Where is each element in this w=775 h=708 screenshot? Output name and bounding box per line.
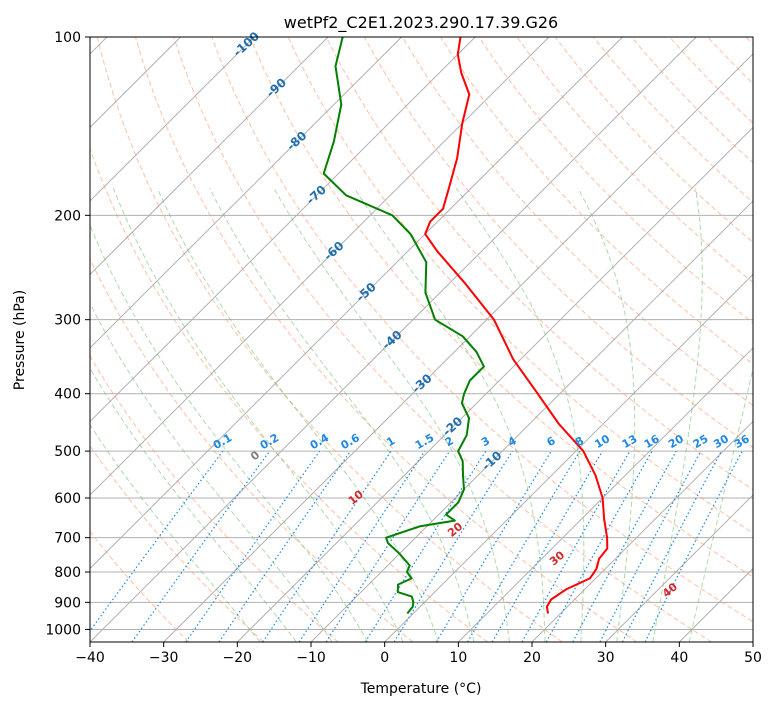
chart-title: wetPf2_C2E1.2023.290.17.39.G26	[284, 13, 558, 33]
y-axis-label: Pressure (hPa)	[12, 290, 28, 390]
mixing-ratio-line	[131, 450, 271, 642]
mixing-ratio-line	[325, 450, 451, 642]
mixing-ratio-line	[218, 450, 351, 642]
dry-adiabat-line	[90, 444, 264, 642]
x-tick-label: 0	[380, 650, 389, 666]
x-tick-label: 10	[449, 650, 467, 666]
y-tick-label: 100	[54, 30, 81, 46]
mixing-ratio-line	[393, 450, 513, 642]
mixing-ratio-line	[572, 450, 677, 642]
isotherm-line	[531, 420, 753, 642]
dry-adiabat-line	[173, 37, 712, 642]
dry-adiabat-line	[287, 37, 753, 534]
dry-adiabat-line	[90, 355, 339, 642]
dry-adiabat-line	[211, 37, 753, 623]
moist-adiabat-line	[652, 188, 703, 642]
x-tick-label: 40	[670, 650, 688, 666]
moist-adiabat-line	[209, 187, 475, 642]
moist-adiabat-line	[156, 187, 439, 642]
isotherm-line	[90, 37, 255, 202]
isotherm-line	[384, 273, 753, 642]
moist-adiabat-line	[455, 187, 585, 642]
temperature-trace	[424, 37, 609, 614]
x-tick-label: 20	[523, 650, 541, 666]
x-axis-label: Temperature (°C)	[360, 681, 482, 697]
isotherm-line	[90, 37, 550, 496]
mixing-ratio-line	[466, 450, 581, 642]
y-tick-label: 400	[54, 387, 81, 403]
dry-adiabat-line	[554, 37, 753, 243]
x-tick-label: −40	[75, 650, 105, 666]
moist-adiabat-line	[90, 367, 297, 642]
moist-adiabat-line	[353, 187, 546, 642]
y-tick-label: 600	[54, 491, 81, 507]
moist-adiabat-line	[112, 188, 404, 642]
isotherm-line	[90, 37, 623, 570]
dry-adiabat-line	[631, 37, 753, 164]
y-tick-label: 300	[54, 313, 81, 329]
dry-adiabat-line	[96, 37, 563, 642]
dry-adiabat-line	[516, 37, 753, 284]
x-tick-label: 50	[744, 650, 762, 666]
moist-adiabat-line	[90, 223, 369, 642]
dry-adiabat-line	[90, 258, 414, 642]
plot-background	[90, 37, 753, 642]
x-tick-label: −10	[296, 650, 326, 666]
mixing-ratio-line	[545, 450, 653, 642]
moist-adiabat-line	[90, 423, 261, 642]
dewpoint-trace	[322, 37, 485, 615]
isotherm-line	[236, 126, 753, 642]
y-tick-label: 1000	[45, 622, 81, 638]
y-tick-label: 200	[54, 208, 81, 224]
isotherm-line	[605, 494, 753, 642]
x-tick-label: 30	[597, 650, 615, 666]
mixing-ratio-line	[435, 450, 552, 642]
moist-adiabat-line	[577, 187, 636, 642]
isotherm-line	[90, 37, 697, 642]
isotherm-line	[90, 37, 329, 276]
x-tick-label: −20	[223, 650, 253, 666]
dry-adiabat-line	[325, 37, 753, 491]
dry-adiabat-line	[134, 37, 638, 642]
dry-adiabat-line	[402, 37, 753, 407]
x-tick-label: −30	[149, 650, 179, 666]
y-tick-label: 800	[54, 565, 81, 581]
mixing-ratio-line	[521, 450, 631, 642]
dry-adiabat-line	[249, 37, 753, 578]
y-tick-label: 900	[54, 595, 81, 611]
plot-frame	[89, 36, 754, 643]
y-tick-label: 500	[54, 444, 81, 460]
isotherm-line	[90, 37, 476, 423]
mixing-ratio-line	[491, 450, 604, 642]
dry-adiabat-line	[363, 37, 753, 448]
isotherm-line	[457, 347, 753, 642]
y-tick-label: 700	[54, 531, 81, 547]
isotherm-line	[90, 37, 402, 349]
mixing-ratio-line	[185, 450, 321, 642]
mixing-ratio-line	[364, 450, 487, 642]
